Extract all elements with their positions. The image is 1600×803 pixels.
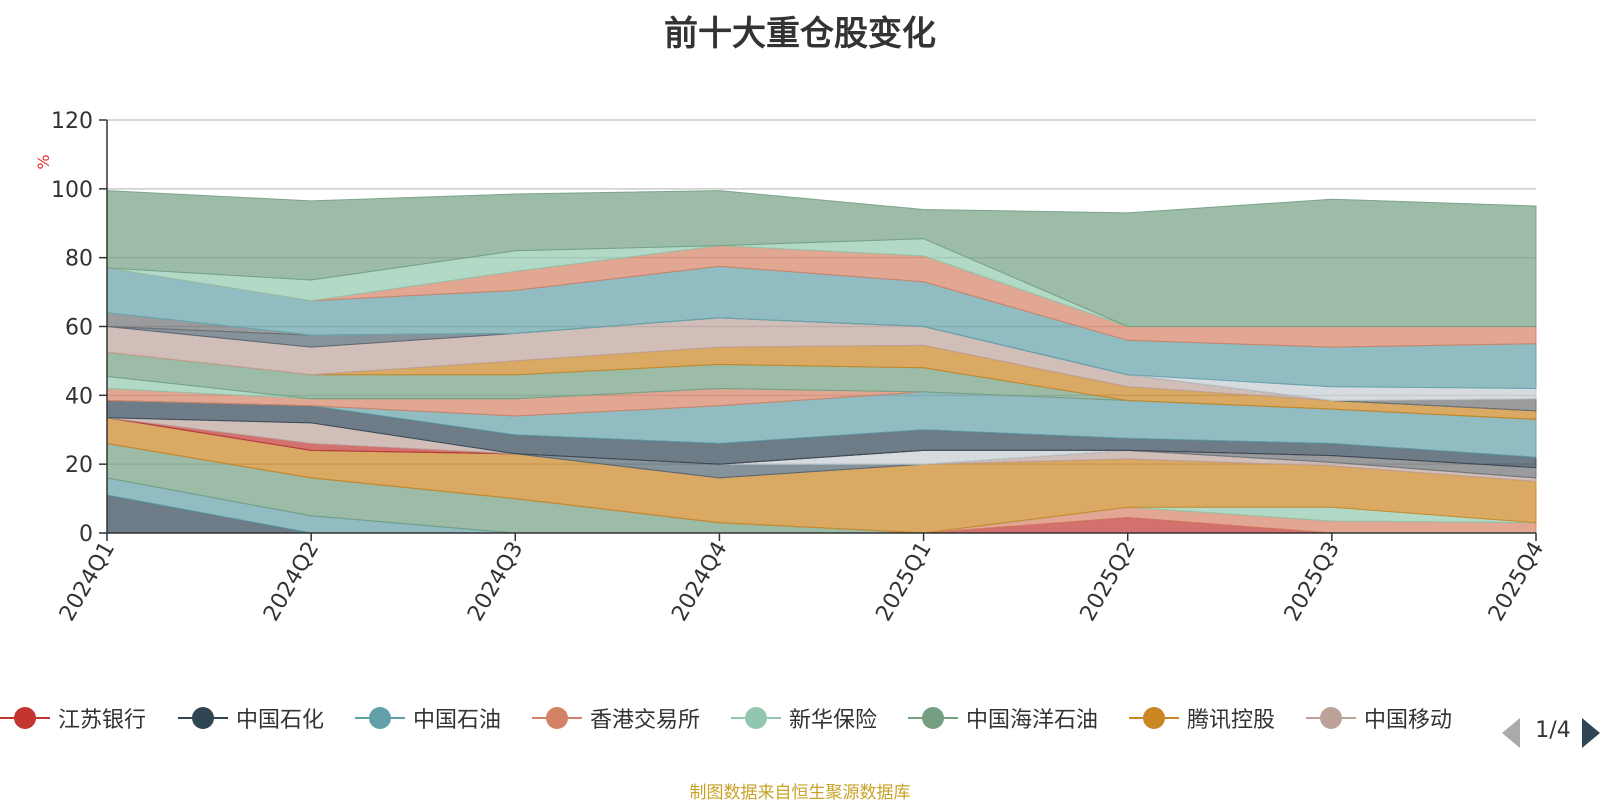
chart-title: 前十大重仓股变化 (664, 14, 936, 54)
legend-label: 腾讯控股 (1187, 708, 1276, 733)
legend-prev-page-icon[interactable] (1502, 718, 1520, 748)
legend-label: 中国石化 (236, 708, 325, 733)
legend-dot-icon (546, 707, 568, 729)
legend-label: 新华保险 (789, 708, 878, 733)
legend-dot-icon (14, 707, 36, 729)
legend-dot-icon (192, 707, 214, 729)
legend-item-sinopec[interactable]: 中国石化 (178, 700, 324, 736)
y-axis-label: % (34, 154, 53, 169)
legend-dot-icon (1320, 707, 1342, 729)
area-series (106, 190, 1537, 327)
legend-label: 中国海洋石油 (966, 708, 1099, 733)
x-tick-label: 2024Q3 (463, 538, 528, 626)
y-tick-label: 100 (51, 178, 93, 203)
legend-label: 中国移动 (1364, 708, 1453, 733)
legend-label: 江苏银行 (58, 708, 147, 733)
y-tick-label: 60 (65, 316, 93, 341)
x-tick-label: 2025Q4 (1484, 538, 1549, 626)
legend-item-cnooc[interactable]: 中国海洋石油 (908, 700, 1098, 736)
y-tick-label: 20 (65, 453, 93, 478)
legend-item-tencent[interactable]: 腾讯控股 (1129, 700, 1275, 736)
legend: 江苏银行 中国石化 中国石油 香港交易所 新华保险 中国海洋石油 腾讯控股 中国… (0, 700, 1600, 736)
legend-dot-icon (1143, 707, 1165, 729)
legend-label: 中国石油 (413, 708, 502, 733)
y-tick-label: 80 (65, 247, 93, 272)
legend-item-nci[interactable]: 新华保险 (731, 700, 877, 736)
x-tick-label: 2025Q2 (1076, 538, 1141, 626)
x-tick-label: 2024Q2 (259, 538, 324, 626)
legend-dot-icon (745, 707, 767, 729)
legend-dot-icon (369, 707, 391, 729)
x-tick-label: 2024Q1 (55, 538, 120, 626)
x-tick-label: 2024Q4 (667, 538, 732, 626)
legend-page-indicator: 1/4 (1535, 718, 1571, 743)
y-tick-label: 0 (79, 522, 93, 547)
legend-item-petrochina[interactable]: 中国石油 (355, 700, 501, 736)
area-chart: 0 20 40 60 80 100 120% 2024Q1 2024Q2 2024Q3 2024Q4… (34, 109, 1549, 626)
legend-next-page-icon[interactable] (1582, 718, 1600, 748)
y-tick-label: 40 (65, 384, 93, 409)
x-tick-label: 2025Q1 (871, 538, 936, 626)
legend-item-china-mobile[interactable]: 中国移动 (1306, 700, 1452, 736)
source-note: 制图数据来自恒生聚源数据库 (689, 783, 911, 803)
legend-item-jiangsu-bank[interactable]: 江苏银行 (0, 700, 146, 736)
legend-dot-icon (922, 707, 944, 729)
x-tick-label: 2025Q3 (1280, 538, 1345, 626)
y-tick-label: 120 (51, 109, 93, 134)
legend-item-hkex[interactable]: 香港交易所 (532, 700, 700, 736)
legend-label: 香港交易所 (590, 708, 701, 733)
